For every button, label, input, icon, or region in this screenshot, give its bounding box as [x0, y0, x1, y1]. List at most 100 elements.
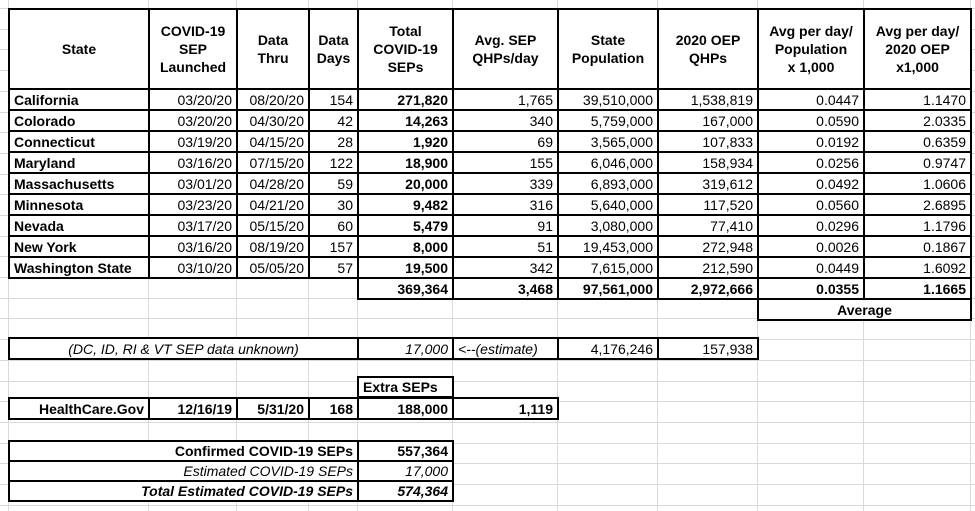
days-cell[interactable]: 42: [308, 109, 359, 132]
avg-per-oep-avg-cell[interactable]: 1.1665: [863, 277, 972, 300]
oep-qhps-cell[interactable]: 158,934: [657, 151, 759, 174]
launched-cell[interactable]: 03/19/20: [148, 130, 238, 153]
avg-qhps-sum-cell[interactable]: 3,468: [452, 277, 559, 300]
total-seps-cell[interactable]: 19,500: [357, 256, 454, 279]
thru-cell[interactable]: 04/15/20: [236, 130, 310, 153]
thru-cell[interactable]: 04/21/20: [236, 193, 310, 216]
state-cell[interactable]: Colorado: [8, 109, 150, 132]
oep-qhps-cell[interactable]: 107,833: [657, 130, 759, 153]
days-cell[interactable]: 60: [308, 214, 359, 237]
total-estimated-label-cell[interactable]: Total Estimated COVID-19 SEPs: [8, 480, 359, 502]
thru-cell[interactable]: 08/20/20: [236, 88, 310, 111]
oep-qhps-cell[interactable]: 117,520: [657, 193, 759, 216]
avg-qhps-cell[interactable]: 155: [452, 151, 559, 174]
avg-per-pop-cell[interactable]: 0.0590: [757, 109, 865, 132]
avg-qhps-cell[interactable]: 342: [452, 256, 559, 279]
state-cell[interactable]: Connecticut: [8, 130, 150, 153]
thru-cell[interactable]: 07/15/20: [236, 151, 310, 174]
total-seps-cell[interactable]: 20,000: [357, 172, 454, 195]
avg-per-pop-cell[interactable]: 0.0026: [757, 235, 865, 258]
empty-cell[interactable]: [309, 278, 358, 299]
estimated-label-cell[interactable]: Estimated COVID-19 SEPs: [8, 460, 359, 482]
empty-cell[interactable]: [9, 299, 149, 320]
oep-qhps-cell[interactable]: 272,948: [657, 235, 759, 258]
header-total-seps[interactable]: Total COVID-19 SEPs: [357, 8, 454, 90]
estimate-arrow-cell[interactable]: <--(estimate): [452, 337, 559, 360]
total-seps-cell[interactable]: 5,479: [357, 214, 454, 237]
header-population[interactable]: State Population: [557, 8, 659, 90]
days-cell[interactable]: 59: [308, 172, 359, 195]
total-seps-cell[interactable]: 14,263: [357, 109, 454, 132]
confirmed-value-cell[interactable]: 557,364: [357, 440, 454, 462]
oep-qhps-sum-cell[interactable]: 2,972,666: [657, 277, 759, 300]
unknown-oep-cell[interactable]: 157,938: [657, 337, 759, 360]
avg-per-pop-cell[interactable]: 0.0192: [757, 130, 865, 153]
days-cell[interactable]: 28: [308, 130, 359, 153]
avg-per-pop-cell[interactable]: 0.0492: [757, 172, 865, 195]
avg-per-pop-cell[interactable]: 0.0449: [757, 256, 865, 279]
avg-qhps-cell[interactable]: 69: [452, 130, 559, 153]
avg-per-pop-cell[interactable]: 0.0256: [757, 151, 865, 174]
avg-qhps-cell[interactable]: 339: [452, 172, 559, 195]
launched-cell[interactable]: 03/16/20: [148, 235, 238, 258]
avg-per-oep-cell[interactable]: 1.1796: [863, 214, 972, 237]
days-cell[interactable]: 57: [308, 256, 359, 279]
launched-cell[interactable]: 03/01/20: [148, 172, 238, 195]
thru-cell[interactable]: 05/05/20: [236, 256, 310, 279]
population-cell[interactable]: 6,046,000: [557, 151, 659, 174]
avg-qhps-cell[interactable]: 340: [452, 109, 559, 132]
thru-cell[interactable]: 04/30/20: [236, 109, 310, 132]
state-cell[interactable]: California: [8, 88, 150, 111]
launched-cell[interactable]: 03/17/20: [148, 214, 238, 237]
avg-qhps-cell[interactable]: 1,765: [452, 88, 559, 111]
population-cell[interactable]: 5,759,000: [557, 109, 659, 132]
launched-cell[interactable]: 03/23/20: [148, 193, 238, 216]
avg-qhps-cell[interactable]: 316: [452, 193, 559, 216]
thru-cell[interactable]: 08/19/20: [236, 235, 310, 258]
state-cell[interactable]: Minnesota: [8, 193, 150, 216]
hc-days-cell[interactable]: 168: [308, 397, 359, 420]
empty-cell[interactable]: [149, 299, 237, 320]
total-seps-sum-cell[interactable]: 369,364: [357, 277, 454, 300]
hc-thru-cell[interactable]: 5/31/20: [236, 397, 310, 420]
hc-total-seps-cell[interactable]: 188,000: [357, 397, 454, 420]
confirmed-label-cell[interactable]: Confirmed COVID-19 SEPs: [8, 440, 359, 462]
header-sep-launched[interactable]: COVID-19 SEP Launched: [148, 8, 238, 90]
oep-qhps-cell[interactable]: 319,612: [657, 172, 759, 195]
avg-qhps-cell[interactable]: 51: [452, 235, 559, 258]
state-cell[interactable]: Maryland: [8, 151, 150, 174]
avg-per-oep-cell[interactable]: 2.6895: [863, 193, 972, 216]
total-seps-cell[interactable]: 271,820: [357, 88, 454, 111]
launched-cell[interactable]: 03/16/20: [148, 151, 238, 174]
header-state[interactable]: State: [8, 8, 150, 90]
population-cell[interactable]: 19,453,000: [557, 235, 659, 258]
empty-cell[interactable]: [309, 299, 358, 320]
avg-per-pop-cell[interactable]: 0.0296: [757, 214, 865, 237]
thru-cell[interactable]: 04/28/20: [236, 172, 310, 195]
days-cell[interactable]: 157: [308, 235, 359, 258]
header-data-days[interactable]: Data Days: [308, 8, 359, 90]
state-cell[interactable]: Washington State: [8, 256, 150, 279]
estimated-value-cell[interactable]: 17,000: [357, 460, 454, 482]
launched-cell[interactable]: 03/10/20: [148, 256, 238, 279]
avg-per-pop-cell[interactable]: 0.0447: [757, 88, 865, 111]
state-cell[interactable]: Nevada: [8, 214, 150, 237]
empty-cell[interactable]: [9, 278, 149, 299]
avg-per-oep-cell[interactable]: 1.1470: [863, 88, 972, 111]
total-estimated-value-cell[interactable]: 574,364: [357, 480, 454, 502]
population-sum-cell[interactable]: 97,561,000: [557, 277, 659, 300]
oep-qhps-cell[interactable]: 167,000: [657, 109, 759, 132]
population-cell[interactable]: 3,080,000: [557, 214, 659, 237]
header-avg-qhps[interactable]: Avg. SEP QHPs/day: [452, 8, 559, 90]
days-cell[interactable]: 154: [308, 88, 359, 111]
avg-per-pop-avg-cell[interactable]: 0.0355: [757, 277, 865, 300]
unknown-note-cell[interactable]: (DC, ID, RI & VT SEP data unknown): [8, 337, 359, 360]
oep-qhps-cell[interactable]: 212,590: [657, 256, 759, 279]
total-seps-cell[interactable]: 18,900: [357, 151, 454, 174]
state-cell[interactable]: Massachusetts: [8, 172, 150, 195]
population-cell[interactable]: 39,510,000: [557, 88, 659, 111]
empty-cell[interactable]: [237, 278, 309, 299]
estimate-seps-cell[interactable]: 17,000: [357, 337, 454, 360]
hc-launched-cell[interactable]: 12/16/19: [148, 397, 238, 420]
avg-per-oep-cell[interactable]: 0.1867: [863, 235, 972, 258]
